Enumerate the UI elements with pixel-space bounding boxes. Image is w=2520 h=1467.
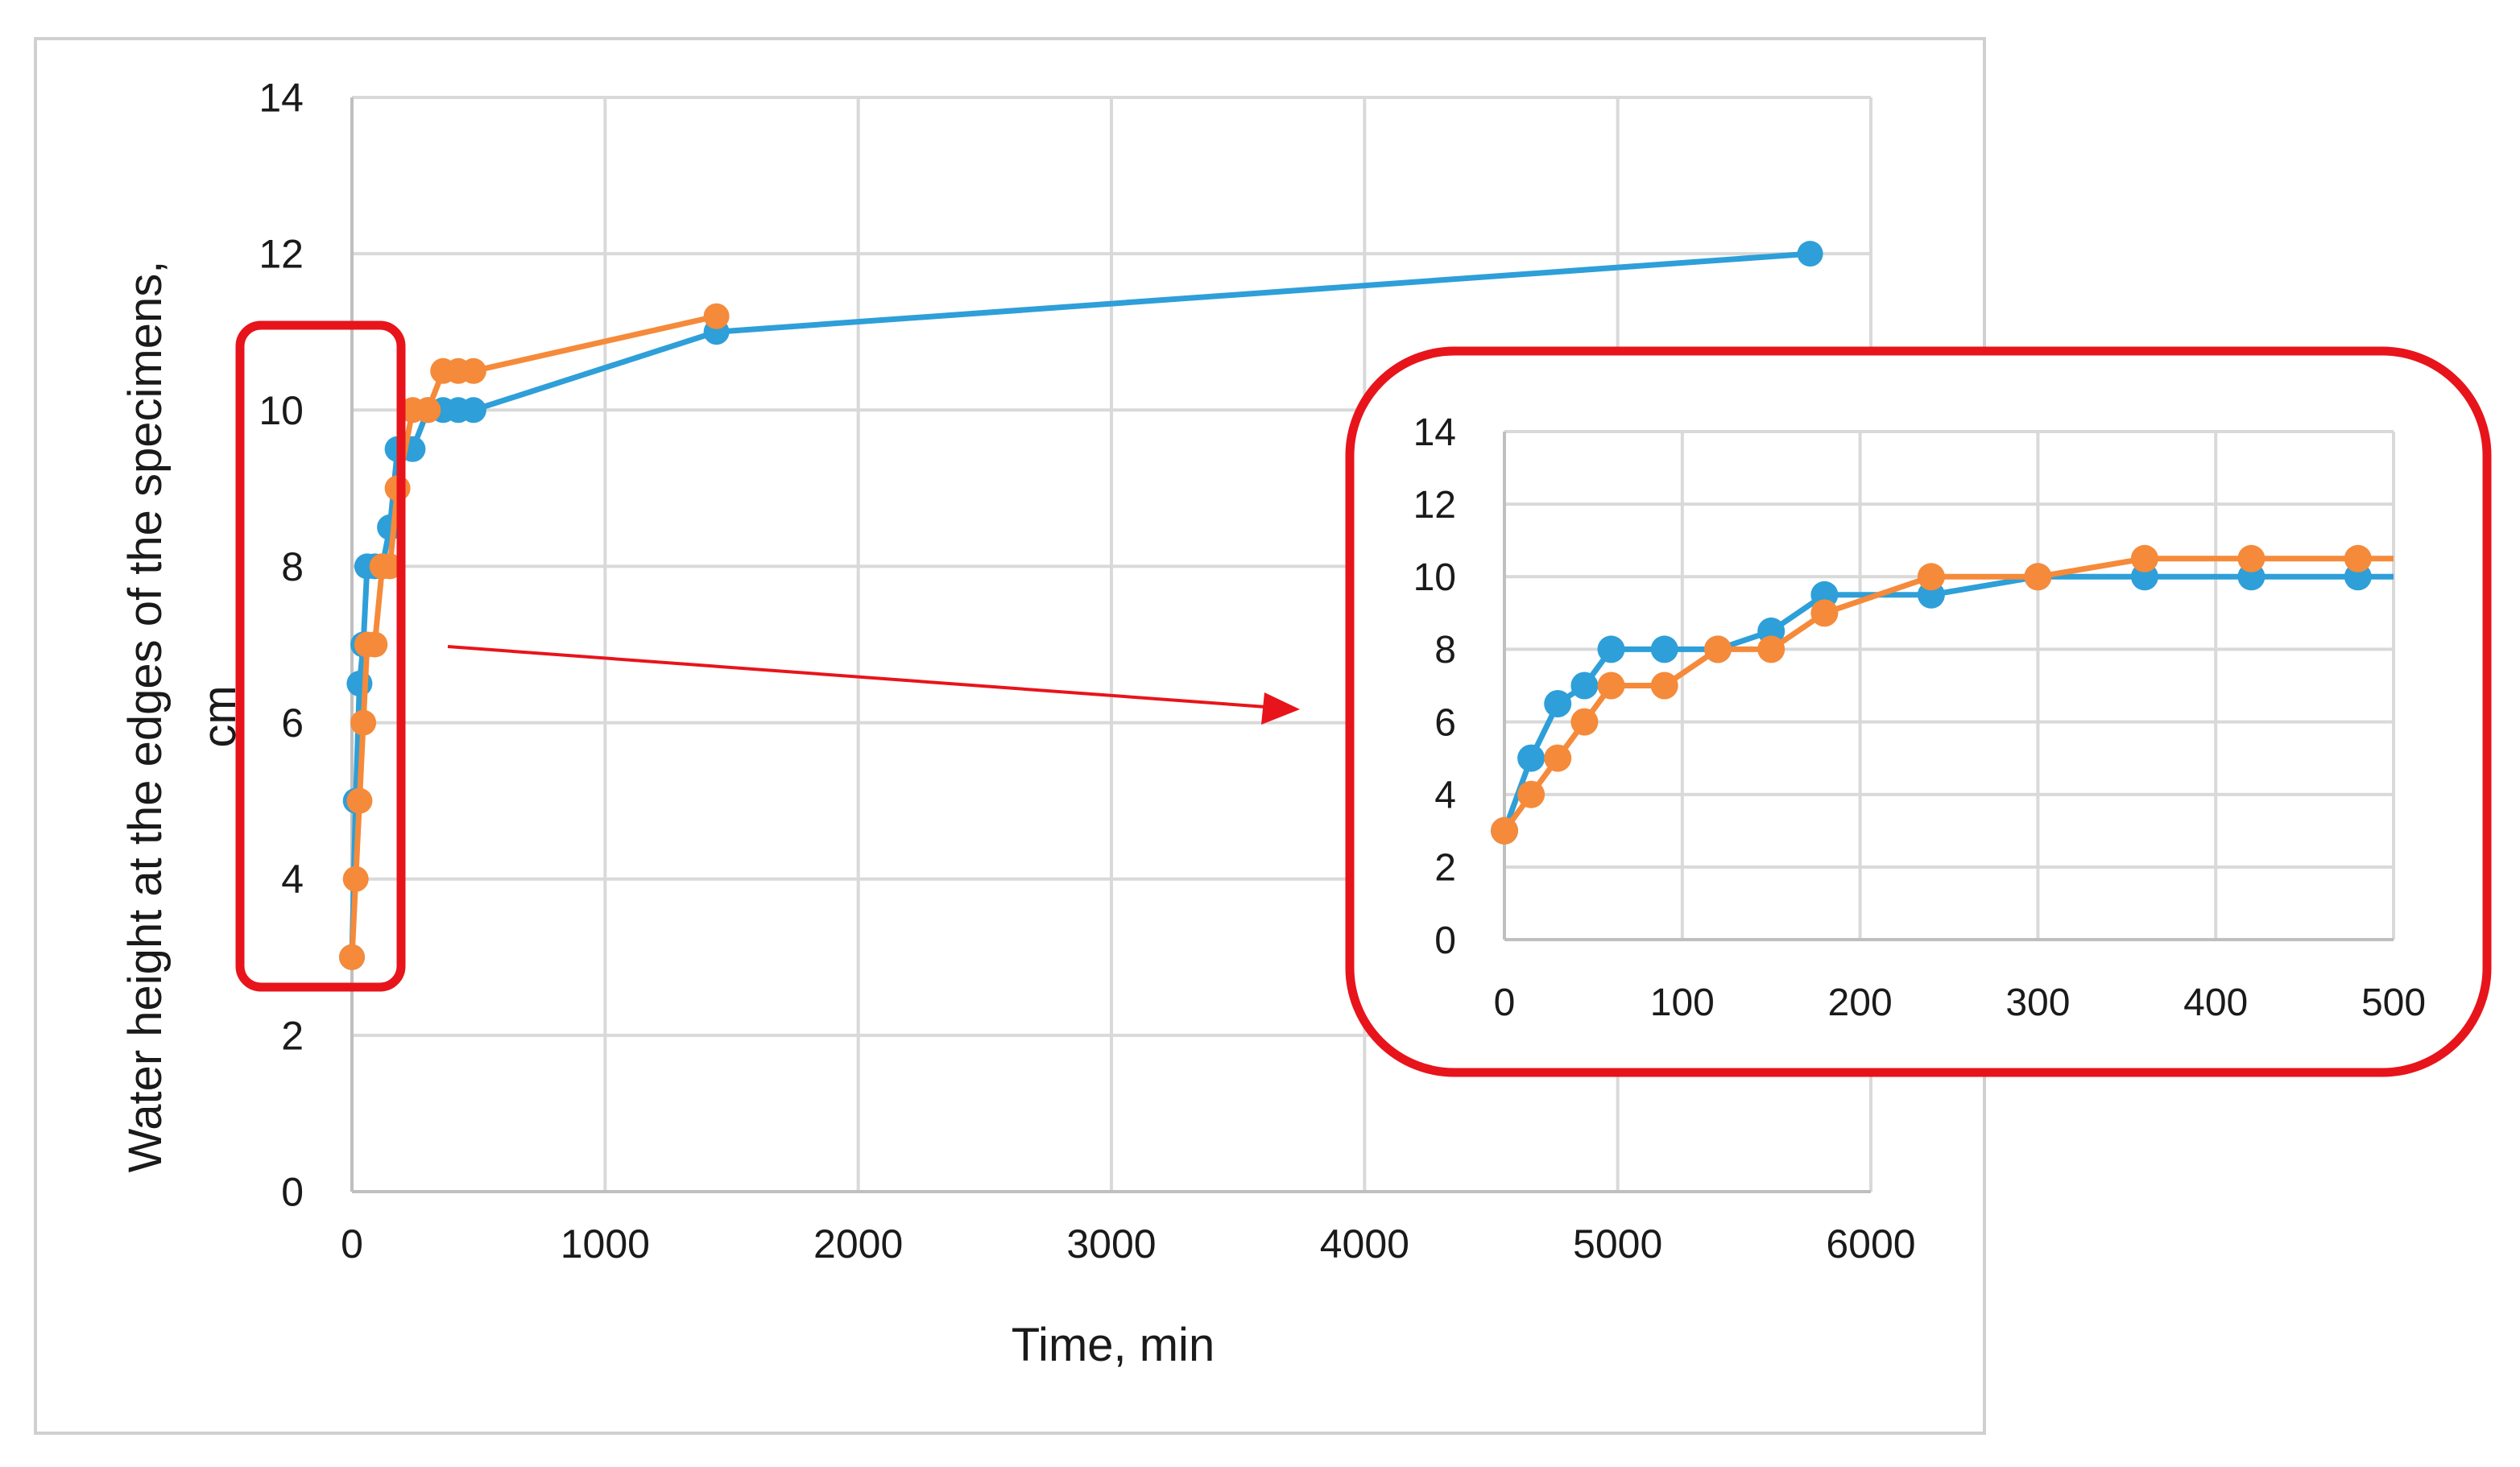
data-point (1757, 635, 1786, 663)
y-tick-label: 10 (259, 388, 304, 433)
y-tick-label: 2 (1434, 847, 1456, 890)
data-point (1517, 780, 1546, 808)
y-tick-label: 4 (1434, 775, 1456, 817)
y-tick-label: 14 (259, 76, 304, 121)
series-2 (339, 303, 730, 970)
data-point (1544, 744, 1572, 772)
series-2 (1491, 544, 2394, 845)
x-tick-label: 300 (2005, 981, 2070, 1024)
data-point (346, 787, 373, 814)
data-point (1597, 672, 1625, 700)
data-point (1797, 241, 1823, 267)
zoom-arrow-head (1261, 692, 1300, 725)
y-tick-label: 8 (281, 544, 304, 589)
data-point (346, 671, 373, 696)
data-point (1517, 744, 1546, 772)
y-tick-label: 12 (259, 232, 304, 277)
data-point (1917, 563, 1945, 591)
x-tick-label: 2000 (813, 1221, 903, 1267)
data-point (1597, 635, 1625, 663)
x-tick-label: 100 (1650, 981, 1715, 1024)
x-axis-title: Time, min (1012, 1319, 1214, 1371)
data-point (460, 357, 486, 384)
data-point (339, 944, 365, 970)
data-point (1810, 599, 1839, 627)
data-point (350, 709, 377, 736)
y-tick-label: 6 (281, 700, 304, 746)
x-tick-label: 4000 (1320, 1221, 1409, 1267)
x-tick-label: 0 (1494, 981, 1516, 1024)
y-tick-label: 14 (1413, 411, 1456, 454)
x-tick-label: 0 (341, 1221, 363, 1267)
data-point (362, 631, 388, 658)
y-tick-label: 12 (1413, 484, 1456, 527)
y-tick-label: 4 (281, 857, 304, 902)
y-tick-label: 2 (281, 1013, 304, 1058)
x-tick-label: 1000 (561, 1221, 650, 1267)
data-point (342, 866, 369, 892)
data-point (1570, 672, 1599, 700)
data-point (703, 303, 730, 329)
inset-chart: 0 2 4 6 8 10 12 14 0 100 200 300 400 500 (1413, 411, 2426, 1024)
data-point (1570, 708, 1599, 736)
data-point (1544, 690, 1572, 717)
data-point (1650, 672, 1678, 700)
y-tick-label: 6 (1434, 701, 1456, 744)
data-point (2024, 563, 2052, 591)
y-tick-label: 0 (1434, 919, 1456, 962)
x-tick-label: 5000 (1573, 1221, 1662, 1267)
data-point (2237, 544, 2266, 572)
x-tick-label: 3000 (1066, 1221, 1156, 1267)
data-point (415, 397, 441, 424)
y-tick-label: 8 (1434, 629, 1456, 672)
data-point (2130, 544, 2158, 572)
x-tick-label: 500 (2361, 981, 2426, 1024)
highlight-box (235, 320, 406, 992)
data-point (1704, 635, 1732, 663)
y-tick-label: 0 (281, 1170, 304, 1215)
x-tick-label: 400 (2183, 981, 2248, 1024)
x-tick-label: 6000 (1826, 1221, 1915, 1267)
inset-frame (1345, 346, 2492, 1077)
y-tick-label: 10 (1413, 556, 1456, 599)
zoom-arrow-line (447, 645, 1267, 709)
data-point (1650, 635, 1678, 663)
x-tick-label: 200 (1828, 981, 1893, 1024)
y-axis-title-line-1: Water height at the edges of the specime… (119, 261, 172, 1173)
data-point (1491, 816, 1518, 845)
data-point (460, 397, 486, 424)
data-point (377, 553, 403, 580)
data-point (2344, 544, 2372, 572)
